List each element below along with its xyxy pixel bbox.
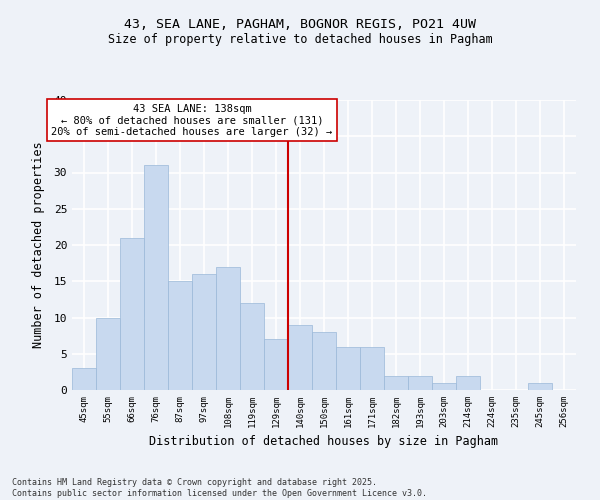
Y-axis label: Number of detached properties: Number of detached properties [32, 142, 46, 348]
Bar [408, 376, 432, 390]
Bar [216, 267, 240, 390]
Bar [360, 346, 384, 390]
Bar [336, 346, 360, 390]
Bar [144, 165, 168, 390]
Bar [528, 383, 552, 390]
Bar [240, 303, 264, 390]
Text: 43, SEA LANE, PAGHAM, BOGNOR REGIS, PO21 4UW: 43, SEA LANE, PAGHAM, BOGNOR REGIS, PO21… [124, 18, 476, 30]
Bar [432, 383, 456, 390]
Bar [456, 376, 480, 390]
Bar [96, 318, 120, 390]
X-axis label: Distribution of detached houses by size in Pagham: Distribution of detached houses by size … [149, 436, 499, 448]
Bar [264, 339, 288, 390]
Bar [168, 281, 192, 390]
Bar [192, 274, 216, 390]
Bar [288, 325, 312, 390]
Text: 43 SEA LANE: 138sqm
← 80% of detached houses are smaller (131)
20% of semi-detac: 43 SEA LANE: 138sqm ← 80% of detached ho… [52, 104, 332, 137]
Text: Size of property relative to detached houses in Pagham: Size of property relative to detached ho… [107, 32, 493, 46]
Bar [72, 368, 96, 390]
Bar [384, 376, 408, 390]
Text: Contains HM Land Registry data © Crown copyright and database right 2025.
Contai: Contains HM Land Registry data © Crown c… [12, 478, 427, 498]
Bar [312, 332, 336, 390]
Bar [120, 238, 144, 390]
